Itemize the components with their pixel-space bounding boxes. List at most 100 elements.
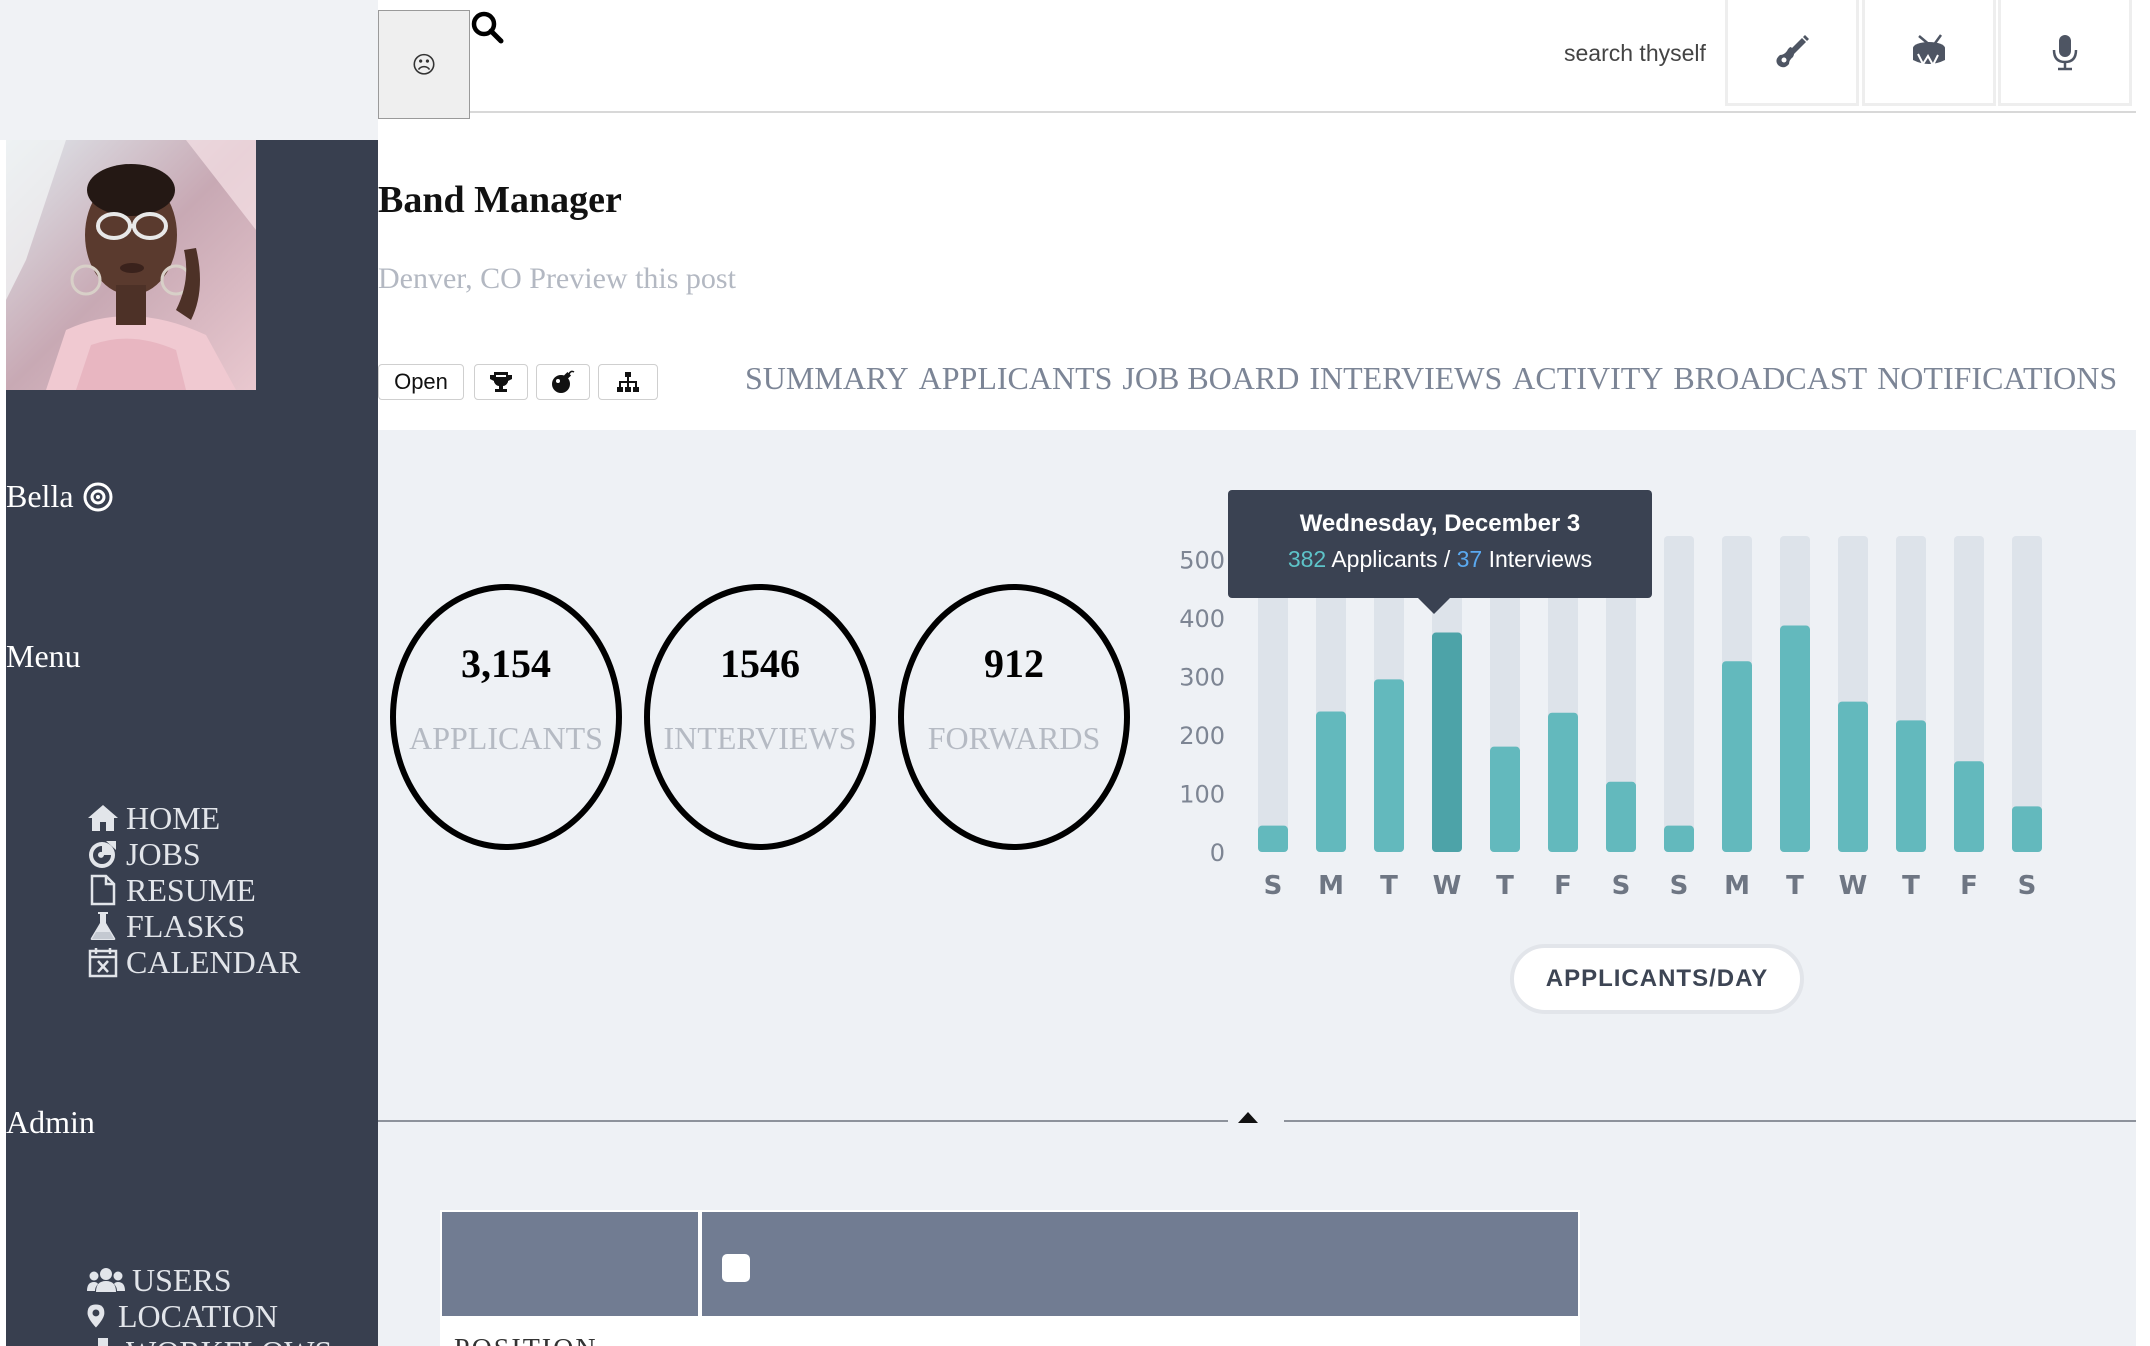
stat-forwards[interactable]: 912 FORWARDS bbox=[898, 584, 1130, 850]
collapse-caret-icon[interactable] bbox=[1238, 1112, 1258, 1123]
positions-table: POSITION bbox=[440, 1210, 1580, 1346]
job-location-link[interactable]: Denver, CO Preview this post bbox=[378, 262, 736, 295]
tab-summary[interactable]: SUMMARY bbox=[745, 360, 909, 396]
sidebar-top-area bbox=[0, 0, 378, 140]
stat-value: 1546 bbox=[720, 641, 800, 686]
org-chart-button[interactable] bbox=[598, 364, 658, 400]
x-tick-label: S bbox=[1612, 871, 1631, 901]
bar[interactable] bbox=[1490, 746, 1520, 852]
tab-interviews[interactable]: INTERVIEWS bbox=[1309, 360, 1503, 396]
tab-broadcast[interactable]: BROADCAST bbox=[1673, 360, 1868, 396]
location-pin-icon bbox=[87, 1304, 105, 1328]
nav-item-flasks[interactable]: FLASKS bbox=[86, 908, 300, 944]
bar[interactable] bbox=[1316, 711, 1346, 852]
bomb-button[interactable] bbox=[536, 364, 590, 400]
tooltip-values: 382 Applicants / 37 Interviews bbox=[1228, 546, 1652, 573]
file-icon bbox=[90, 874, 116, 906]
bar[interactable] bbox=[1548, 712, 1578, 852]
x-tick-label: T bbox=[1902, 871, 1920, 901]
bar[interactable] bbox=[1664, 825, 1694, 852]
stat-label: INTERVIEWS bbox=[663, 720, 857, 756]
avatar[interactable] bbox=[6, 140, 256, 390]
bar[interactable] bbox=[1432, 632, 1462, 852]
flask-icon bbox=[90, 912, 116, 940]
bar[interactable] bbox=[1258, 825, 1288, 852]
divider-left bbox=[378, 1120, 1228, 1122]
drum-icon bbox=[1913, 33, 1945, 67]
table-header-cell bbox=[442, 1212, 698, 1316]
nav-item-label: RESUME bbox=[126, 871, 256, 908]
tooltip-date: Wednesday, December 3 bbox=[1299, 510, 1581, 537]
applicants-per-day-chart: 0 100 200 300 400 500 S M T W T F S S M T W T F S bbox=[1179, 536, 2042, 901]
main-menu: HOME JOBS RESUME FLASKS CALENDAR bbox=[86, 800, 300, 980]
org-chart-icon bbox=[617, 372, 639, 392]
page-title: Band Manager bbox=[378, 179, 622, 221]
bar[interactable] bbox=[1896, 720, 1926, 852]
trophy-button[interactable] bbox=[474, 364, 528, 400]
mood-button[interactable]: ☹ bbox=[378, 10, 470, 119]
x-tick-label: F bbox=[1554, 871, 1572, 901]
tooltip-interviews-count: 37 bbox=[1456, 546, 1483, 572]
bar[interactable] bbox=[1954, 761, 1984, 852]
bar[interactable] bbox=[1838, 701, 1868, 852]
admin-title: Admin bbox=[6, 1104, 95, 1140]
tab-applicants[interactable]: APPLICANTS bbox=[918, 360, 1113, 396]
trophy-icon bbox=[490, 372, 512, 392]
nav-item-resume[interactable]: RESUME bbox=[86, 872, 300, 908]
nav-item-workflows[interactable]: WORKFLOWS bbox=[86, 1334, 332, 1346]
table-header-cell bbox=[702, 1212, 1578, 1316]
x-tick-label: T bbox=[1496, 871, 1514, 901]
bar[interactable] bbox=[1374, 679, 1404, 852]
bar[interactable] bbox=[1606, 781, 1636, 852]
target-icon bbox=[83, 482, 113, 511]
nav-item-label: CALENDAR bbox=[126, 943, 301, 980]
y-tick-label: 500 bbox=[1179, 546, 1225, 574]
nav-item-label: USERS bbox=[132, 1261, 232, 1298]
x-tick-label: W bbox=[1433, 871, 1462, 901]
admin-menu: USERS LOCATION WORKFLOWS bbox=[86, 1262, 332, 1346]
search-icon[interactable] bbox=[468, 8, 508, 48]
divider-right bbox=[1284, 1120, 2136, 1122]
drum-button[interactable] bbox=[1862, 0, 1996, 106]
profile-name-label: Bella bbox=[6, 478, 74, 514]
status-open-button[interactable]: Open bbox=[378, 364, 464, 400]
nav-item-label: HOME bbox=[126, 799, 221, 836]
stat-applicants[interactable]: 3,154 APPLICANTS bbox=[390, 584, 622, 850]
nav-item-home[interactable]: HOME bbox=[86, 800, 300, 836]
tab-activity[interactable]: ACTIVITY bbox=[1512, 360, 1664, 396]
sad-face-icon: ☹ bbox=[411, 50, 437, 79]
profile-name[interactable]: Bella bbox=[6, 478, 114, 515]
bar[interactable] bbox=[2012, 806, 2042, 852]
x-tick-label: S bbox=[2018, 871, 2037, 901]
nav-item-label: JOBS bbox=[126, 835, 201, 872]
home-icon bbox=[88, 805, 118, 831]
tab-job-board[interactable]: JOB BOARD bbox=[1122, 360, 1300, 396]
nav-item-users[interactable]: USERS bbox=[86, 1262, 332, 1298]
jobs-icon bbox=[89, 841, 116, 868]
nav-item-label: WORKFLOWS bbox=[126, 1334, 332, 1346]
job-tabs: SUMMARY APPLICANTS JOB BOARD INTERVIEWS … bbox=[745, 360, 2117, 397]
microphone-button[interactable] bbox=[1998, 0, 2132, 106]
stat-interviews[interactable]: 1546 INTERVIEWS bbox=[644, 584, 876, 850]
top-bar: search thyself bbox=[378, 0, 2136, 113]
calendar-icon bbox=[88, 948, 118, 978]
tooltip-applicants-label: Applicants / bbox=[1331, 546, 1451, 572]
chart-tooltip: Wednesday, December 3 382 Applicants / 3… bbox=[1228, 490, 1652, 614]
nav-item-location[interactable]: LOCATION bbox=[86, 1298, 332, 1334]
microphone-icon bbox=[2052, 34, 2078, 70]
guitar-button[interactable] bbox=[1725, 0, 1859, 106]
column-position-label: POSITION bbox=[454, 1334, 598, 1346]
x-tick-label: S bbox=[1264, 871, 1283, 901]
nav-item-label: FLASKS bbox=[126, 907, 246, 944]
nav-item-jobs[interactable]: JOBS bbox=[86, 836, 300, 872]
tab-notifications[interactable]: NOTIFICATIONS bbox=[1877, 360, 2118, 396]
y-tick-label: 0 bbox=[1210, 839, 1225, 867]
bar[interactable] bbox=[1780, 625, 1810, 852]
applicants-per-day-button[interactable]: APPLICANTS/DAY bbox=[1510, 944, 1804, 1014]
stat-value: 3,154 bbox=[461, 641, 551, 686]
bar[interactable] bbox=[1722, 661, 1752, 852]
nav-item-calendar[interactable]: CALENDAR bbox=[86, 944, 300, 980]
search-input[interactable]: search thyself bbox=[1564, 40, 1706, 66]
select-all-checkbox[interactable] bbox=[722, 1254, 750, 1282]
tooltip-applicants-count: 382 bbox=[1287, 546, 1327, 572]
